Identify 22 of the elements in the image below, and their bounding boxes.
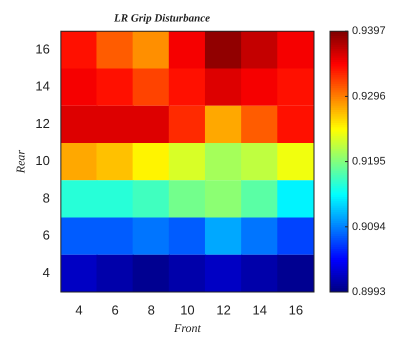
color-bar-label: 0.9296 xyxy=(352,90,386,102)
x-tick-label: 4 xyxy=(75,302,83,318)
x-axis-title: Front xyxy=(172,320,202,335)
x-tick-label: 16 xyxy=(288,302,304,318)
color-bar-label: 0.9397 xyxy=(352,25,386,38)
x-tick-label: 12 xyxy=(216,302,231,318)
y-tick-label: 10 xyxy=(35,153,50,168)
y-tick-label: 16 xyxy=(35,41,50,56)
y-tick-label: 6 xyxy=(42,228,50,243)
chart-title: LR Grip Disturbance xyxy=(113,12,210,24)
color-bar-label: 0.9195 xyxy=(352,156,386,168)
x-tick-label: 10 xyxy=(180,302,195,318)
y-axis-title: Rear xyxy=(13,150,28,174)
x-tick-label: 6 xyxy=(111,302,119,318)
y-tick-label: 4 xyxy=(42,264,50,280)
y-tick-label: 8 xyxy=(42,190,50,206)
x-tick-label: 14 xyxy=(252,302,267,318)
x-tick-label: 8 xyxy=(148,302,155,318)
y-tick-label: 14 xyxy=(35,78,50,94)
color-bar-label: 0.9094 xyxy=(352,220,386,233)
y-tick-label: 12 xyxy=(35,116,50,131)
color-bar-label: 0.8993 xyxy=(352,286,386,298)
